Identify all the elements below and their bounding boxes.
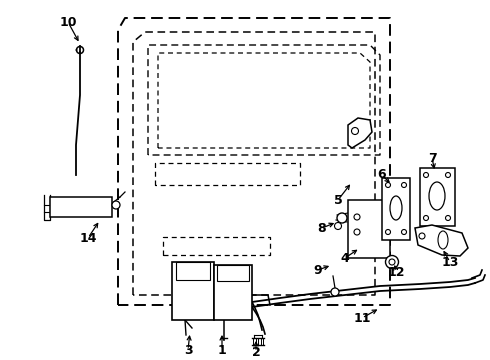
Circle shape <box>423 172 428 177</box>
Text: 3: 3 <box>184 343 192 356</box>
Text: 14: 14 <box>79 231 97 244</box>
Text: 12: 12 <box>387 266 405 279</box>
Circle shape <box>445 216 450 220</box>
Circle shape <box>335 222 342 230</box>
Text: 13: 13 <box>441 256 459 269</box>
Bar <box>382 178 410 240</box>
Text: 5: 5 <box>334 194 343 207</box>
Circle shape <box>386 256 398 269</box>
Circle shape <box>386 183 391 188</box>
Circle shape <box>423 216 428 220</box>
Ellipse shape <box>429 182 445 210</box>
Circle shape <box>401 230 407 234</box>
Circle shape <box>445 172 450 177</box>
Circle shape <box>337 213 347 223</box>
Bar <box>214 265 252 320</box>
Bar <box>172 262 214 320</box>
Text: 11: 11 <box>353 311 371 324</box>
Circle shape <box>354 214 360 220</box>
Circle shape <box>386 230 391 234</box>
Text: 9: 9 <box>314 264 322 276</box>
Bar <box>50 197 112 217</box>
Bar <box>348 200 390 258</box>
Bar <box>176 262 210 280</box>
Circle shape <box>419 233 425 239</box>
Circle shape <box>351 127 359 135</box>
Polygon shape <box>348 118 372 148</box>
Text: 1: 1 <box>218 343 226 356</box>
Bar <box>217 265 249 281</box>
Text: 8: 8 <box>318 221 326 234</box>
Text: 10: 10 <box>59 15 77 28</box>
Ellipse shape <box>390 196 402 220</box>
Ellipse shape <box>438 231 448 249</box>
Circle shape <box>331 288 339 296</box>
Circle shape <box>112 201 120 209</box>
Bar <box>420 168 455 226</box>
Text: 7: 7 <box>428 152 437 165</box>
Circle shape <box>389 259 395 265</box>
Circle shape <box>354 229 360 235</box>
Circle shape <box>401 183 407 188</box>
Text: 6: 6 <box>378 168 386 181</box>
Polygon shape <box>415 225 468 256</box>
Text: 2: 2 <box>252 346 260 359</box>
Text: 4: 4 <box>341 252 349 265</box>
